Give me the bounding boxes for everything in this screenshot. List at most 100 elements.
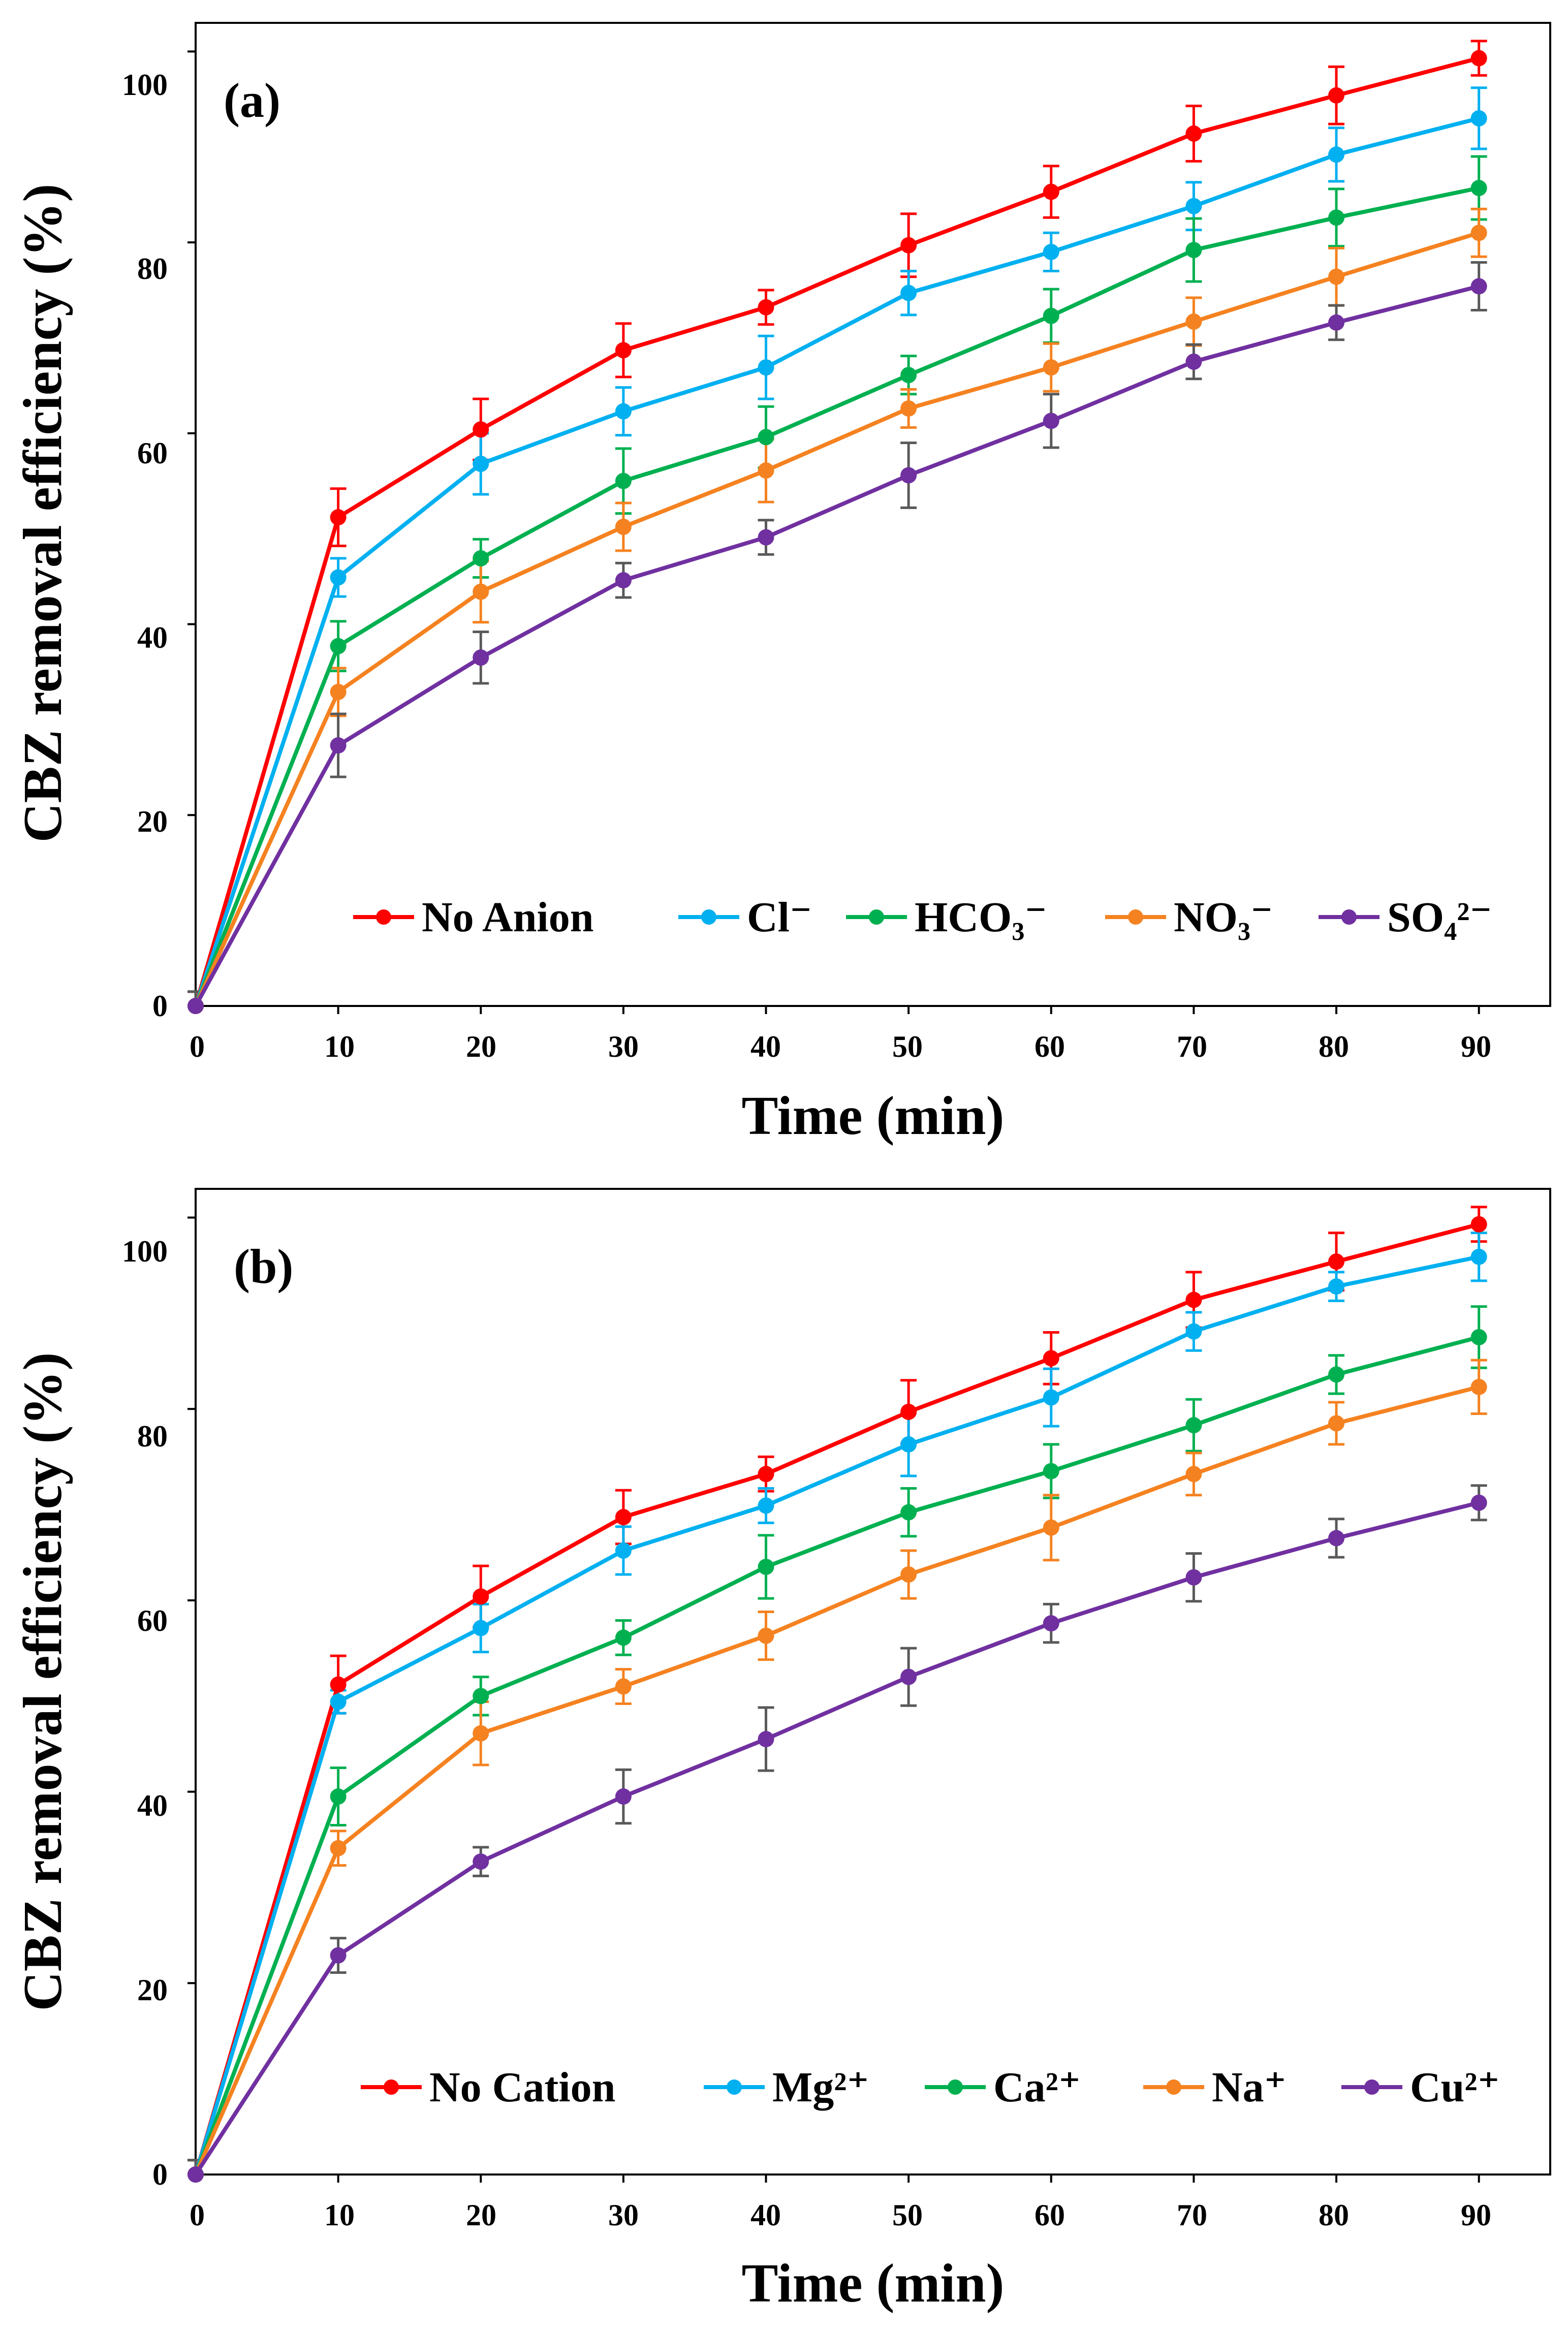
y-tick-label: 20 [137,1973,168,2007]
data-point [615,403,632,420]
data-point [758,299,774,316]
data-point-layer [187,1216,1487,2183]
data-point [900,1504,917,1521]
data-point [1043,183,1059,200]
data-point [1185,1466,1202,1483]
y-axis-title: CBZ removal efficiency (%) [13,184,73,843]
x-tick-label: 50 [892,1030,923,1063]
series-line-layer [194,1222,1480,2176]
data-point [615,472,632,489]
data-point [1470,1329,1487,1345]
error-bar-layer [187,40,1487,1007]
x-tick-label: 80 [1319,2198,1349,2232]
chart-panel-a: 0 20 40 60 80 100 0 10 20 30 40 50 60 70… [13,22,1551,1146]
x-tick-label: 60 [1034,1030,1065,1063]
legend-label: NO₃⁻ [1174,894,1273,941]
series-line [194,56,1480,1007]
data-point [615,1678,632,1695]
data-point [1043,1389,1059,1406]
data-point [1043,243,1059,260]
data-point [330,683,347,700]
data-point [1185,242,1202,259]
x-tick-label: 30 [608,2198,639,2232]
data-point [1185,353,1202,370]
data-point [473,550,489,566]
data-point [473,1725,489,1742]
legend-marker [1128,909,1143,925]
x-tick-label: 0 [190,2198,205,2232]
data-point [900,1436,917,1453]
data-point [1185,125,1202,142]
data-point [758,359,774,376]
legend-item: NO₃⁻ [1105,894,1273,941]
data-point [1328,209,1345,226]
legend-label: Mg²⁺ [772,2064,869,2111]
legend-a: No Anion Cl⁻ HCO₃⁻ NO₃⁻ SO₄²⁻ [353,894,1492,941]
y-tick-label: 40 [137,621,168,654]
legend-item: Na⁺ [1143,2064,1287,2111]
x-tick-label: 20 [466,1030,496,1063]
data-point [900,1403,917,1420]
axis-ticks-a [187,50,1480,1014]
x-axis-title: Time (min) [742,1086,1005,1146]
data-point [758,429,774,446]
data-point [758,1731,774,1748]
data-point [1470,278,1487,295]
data-point [900,400,917,417]
data-point [1185,1417,1202,1434]
series-layer-b [187,1206,1487,2183]
data-point [1043,1519,1059,1536]
data-point [1043,359,1059,376]
data-point [1185,1569,1202,1586]
data-point [615,572,632,589]
data-point [473,1620,489,1636]
error-bar-layer [187,1206,1487,2176]
plot-area-b [195,1188,1551,2176]
legend-label: HCO₃⁻ [915,894,1047,941]
data-point [1328,268,1345,285]
series-line [194,284,1480,1007]
legend-marker [727,2079,742,2095]
data-point [330,569,347,586]
y-tick-label: 0 [152,989,168,1023]
series-line-layer [194,56,1480,1007]
series-line [194,1335,1480,2176]
data-point [330,1947,347,1964]
data-point [187,2166,204,2183]
x-tick-label: 40 [750,2198,781,2232]
data-point [330,638,347,654]
y-tick-label: 60 [137,436,168,470]
data-point [1185,313,1202,330]
data-point [1185,1323,1202,1340]
legend-item: Mg²⁺ [704,2064,869,2111]
data-point [473,649,489,666]
legend-label: Na⁺ [1212,2064,1287,2111]
data-point [758,1466,774,1483]
x-tick-label: 10 [324,1030,355,1063]
data-point [473,583,489,600]
y-tick-label: 60 [137,1604,168,1637]
legend-marker [1166,2079,1181,2095]
legend-label: Ca²⁺ [993,2064,1081,2111]
chart-panel-b: 0 20 40 60 80 100 0 10 20 30 40 50 60 70… [13,1188,1551,2314]
data-point [1470,1248,1487,1265]
data-point [330,1788,347,1805]
data-point [1185,1291,1202,1308]
series-line [194,1254,1480,2176]
x-tick-label: 90 [1461,2198,1491,2232]
x-tick-label: 20 [466,2198,496,2232]
data-point [330,1840,347,1856]
series-line [194,231,1480,1007]
data-point [758,1497,774,1514]
legend-marker [1364,2079,1379,2095]
axis-ticks-b [187,1216,1480,2183]
y-tick-label: 80 [137,1420,168,1453]
legend-item: Cu²⁺ [1341,2064,1500,2111]
data-point [900,285,917,301]
series-line [194,1385,1480,2176]
data-point [1328,1530,1345,1547]
data-point [1043,1463,1059,1479]
data-point [615,1509,632,1526]
data-point-layer [187,50,1487,1014]
